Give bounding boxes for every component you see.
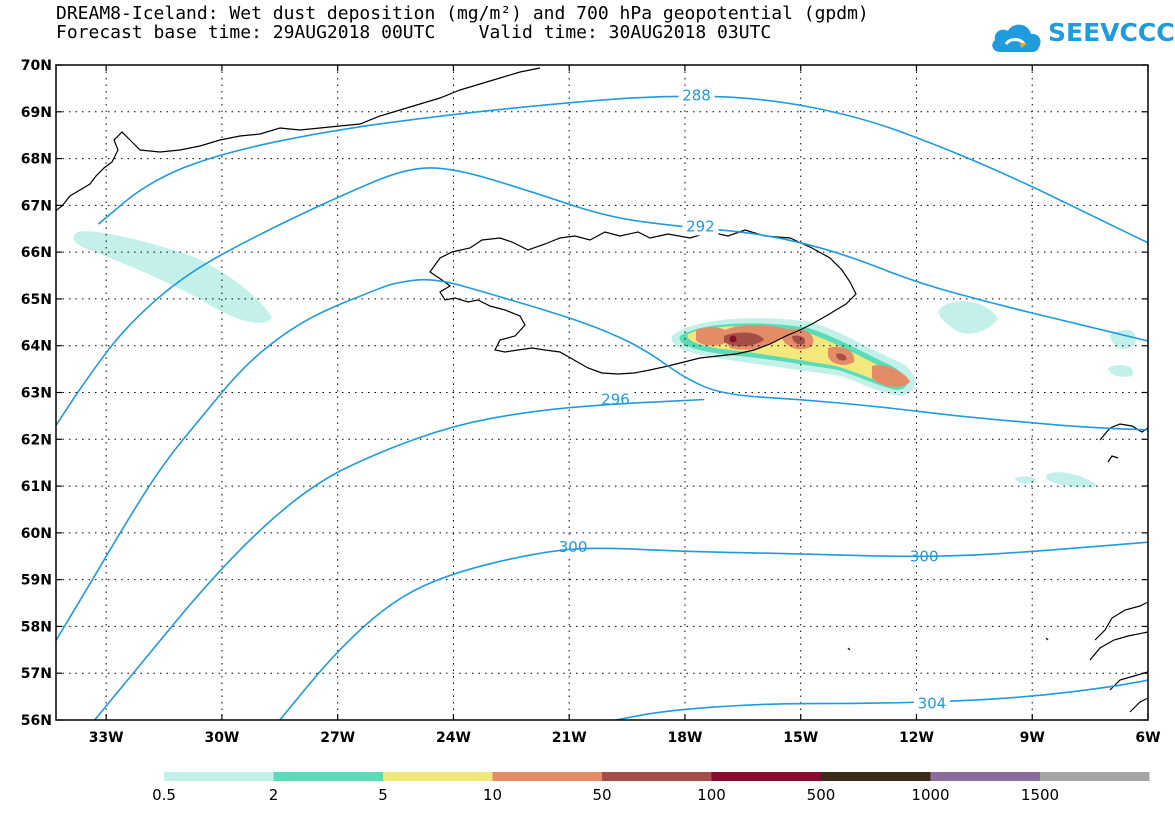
lat-label: 69N bbox=[21, 105, 52, 121]
lon-label: 18W bbox=[667, 730, 702, 746]
contour-288 bbox=[97, 95, 1148, 244]
lon-label: 12W bbox=[899, 730, 934, 746]
lat-label: 63N bbox=[21, 386, 52, 402]
legend-label: 50 bbox=[592, 786, 611, 804]
legend-swatch bbox=[930, 772, 1040, 781]
dust-field bbox=[73, 231, 1136, 488]
legend-swatch bbox=[821, 772, 931, 781]
cloud-logo-icon bbox=[992, 24, 1041, 52]
contour-292 bbox=[56, 167, 1148, 426]
contour-label: 292 bbox=[686, 217, 715, 235]
legend-swatch bbox=[492, 772, 602, 781]
lon-label: 9W bbox=[1020, 730, 1045, 746]
contour-label: 296 bbox=[601, 391, 630, 409]
lat-label: 64N bbox=[21, 339, 52, 355]
legend-label: 5 bbox=[378, 786, 388, 804]
lat-label: 60N bbox=[21, 526, 52, 542]
lat-label: 56N bbox=[21, 713, 52, 729]
contour-label-bg bbox=[913, 694, 950, 713]
color-legend: 0.5 2 5 10 50 100 500 1000 1500 bbox=[152, 772, 1150, 804]
contour-label: 304 bbox=[918, 695, 947, 713]
contour-label-bg bbox=[678, 86, 715, 105]
map-title: DREAM8-Iceland: Wet dust deposition (mg/… bbox=[56, 3, 869, 24]
lon-label: 27W bbox=[320, 730, 355, 746]
lat-label: 58N bbox=[21, 619, 52, 635]
legend-swatch bbox=[1040, 772, 1150, 781]
lat-label: 65N bbox=[21, 292, 52, 308]
lon-label: 33W bbox=[89, 730, 124, 746]
legend-label: 500 bbox=[807, 786, 836, 804]
contour-label-bg bbox=[682, 217, 719, 236]
contour-label: 300 bbox=[559, 538, 588, 556]
legend-label: 100 bbox=[697, 786, 726, 804]
lon-label: 21W bbox=[552, 730, 587, 746]
contour-304 bbox=[615, 679, 1148, 720]
contour-label: 288 bbox=[682, 86, 711, 104]
lon-label: 24W bbox=[436, 730, 471, 746]
legend-label: 1000 bbox=[911, 786, 949, 804]
lon-label: 15W bbox=[783, 730, 818, 746]
coastline bbox=[56, 67, 1148, 713]
legend-swatch bbox=[602, 772, 712, 781]
legend-swatch bbox=[164, 772, 274, 781]
contour-296 bbox=[56, 278, 1148, 641]
legend-swatch bbox=[383, 772, 493, 781]
lat-label: 59N bbox=[21, 573, 52, 589]
graticule bbox=[56, 65, 1148, 720]
lon-label: 6W bbox=[1135, 730, 1160, 746]
lat-label: 68N bbox=[21, 152, 52, 168]
logo-text: SEEVCCC bbox=[1048, 18, 1175, 47]
contour-300 bbox=[279, 541, 1148, 720]
legend-label: 10 bbox=[483, 786, 502, 804]
forecast-time-line: Forecast base time: 29AUG2018 00UTC Vali… bbox=[56, 22, 772, 43]
legend-label: 1500 bbox=[1021, 786, 1059, 804]
longitude-labels: 33W 30W 27W 24W 21W 18W 15W 12W 9W 6W bbox=[89, 65, 1161, 746]
latitude-labels: 70N 69N 68N 67N 66N 65N 64N 63N 62N 61N 60N 59N 58N 5… bbox=[21, 58, 1148, 729]
lat-label: 70N bbox=[21, 58, 52, 74]
legend-label: 2 bbox=[269, 786, 279, 804]
legend-label: 0.5 bbox=[152, 786, 176, 804]
legend-swatch bbox=[273, 772, 383, 781]
lat-label: 66N bbox=[21, 245, 52, 261]
lat-label: 61N bbox=[21, 479, 52, 495]
legend-swatch bbox=[711, 772, 821, 781]
contour-label-bg bbox=[555, 537, 592, 556]
lat-label: 62N bbox=[21, 432, 52, 448]
lat-label: 67N bbox=[21, 198, 52, 214]
lat-label: 57N bbox=[21, 666, 52, 682]
contour-300 bbox=[93, 398, 705, 720]
lon-label: 30W bbox=[204, 730, 239, 746]
